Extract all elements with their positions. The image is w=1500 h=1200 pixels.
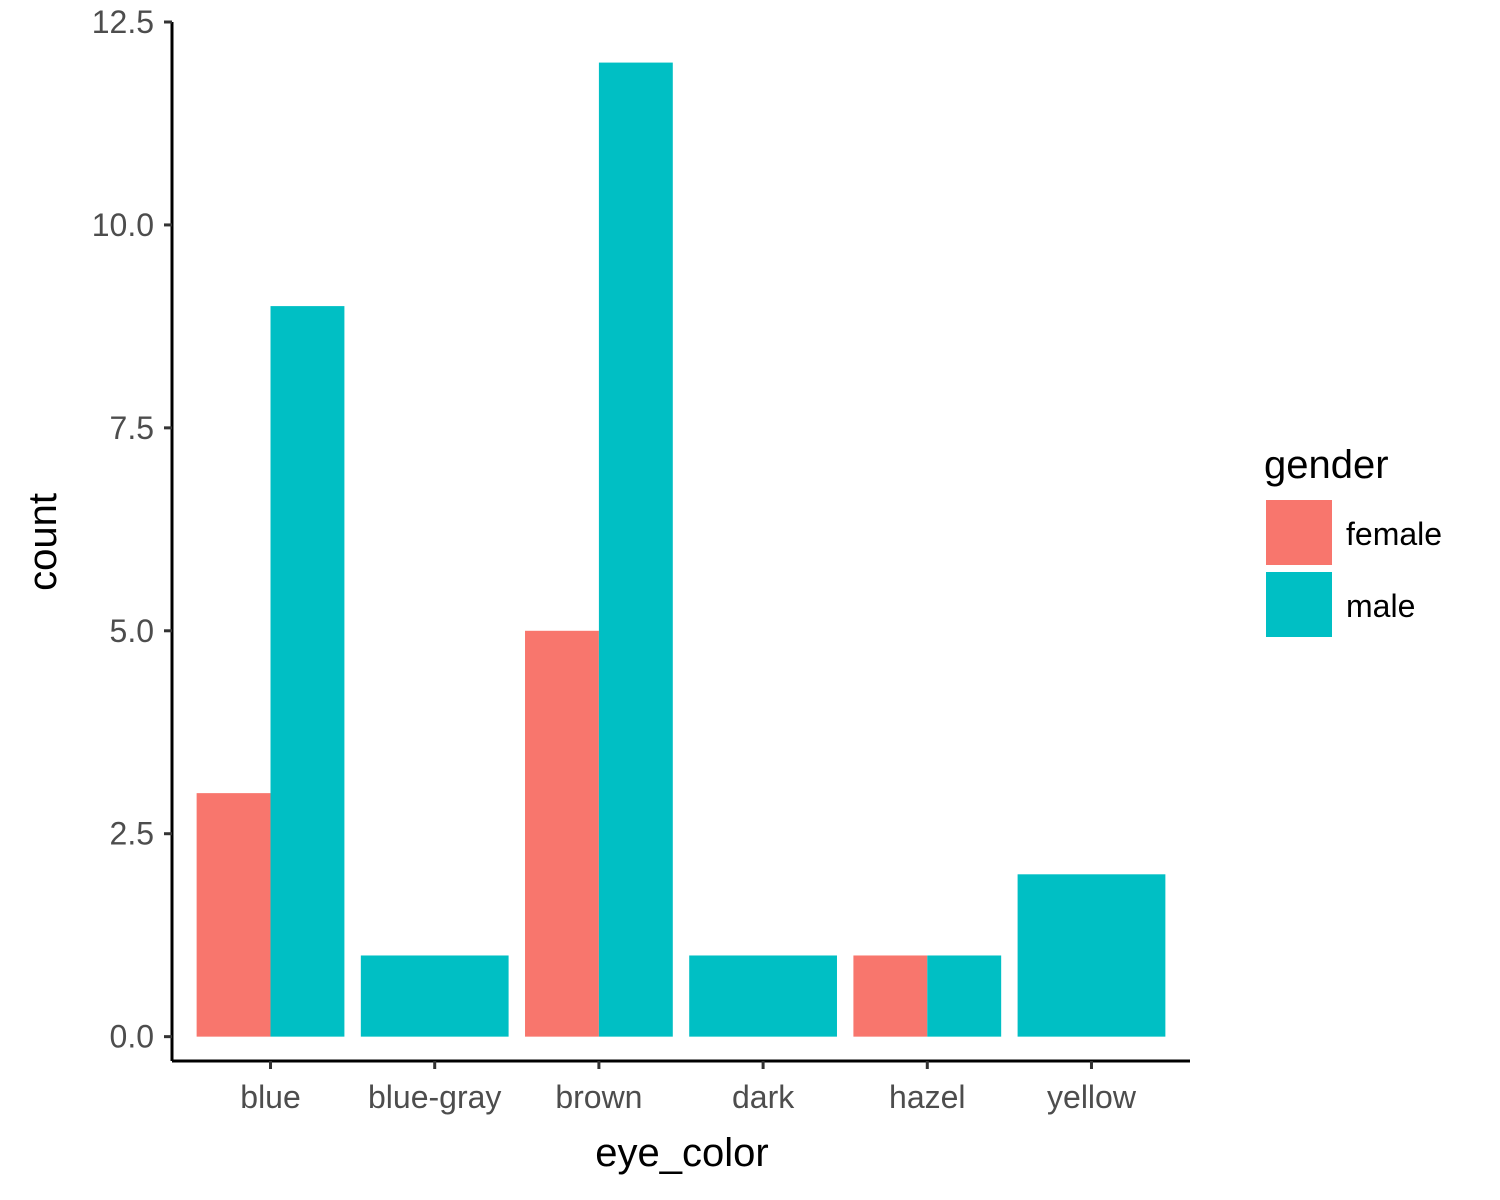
legend-label-female: female xyxy=(1346,516,1442,552)
legend-items: female male xyxy=(1266,500,1442,637)
y-tick-label-5.0: 5.0 xyxy=(110,613,154,649)
bar-male-brown xyxy=(598,62,673,1037)
bar-female-hazel xyxy=(853,955,928,1037)
y-tick-label-12.5: 12.5 xyxy=(92,4,154,40)
legend-title: gender xyxy=(1264,443,1389,487)
legend-key-female xyxy=(1266,500,1332,565)
y-axis-title: count xyxy=(21,493,65,591)
legend-label-male: male xyxy=(1346,588,1415,624)
bar-male-dark xyxy=(689,955,837,1037)
x-tick-label-blue-gray: blue-gray xyxy=(368,1079,501,1115)
x-tick-label-hazel: hazel xyxy=(889,1079,966,1115)
bar-female-blue xyxy=(196,793,271,1037)
bars-layer xyxy=(196,62,1166,1037)
y-tick-label-10.0: 10.0 xyxy=(92,207,154,243)
x-axis-title: eye_color xyxy=(595,1131,768,1175)
x-tick-label-yellow: yellow xyxy=(1047,1079,1137,1115)
x-tick-label-dark: dark xyxy=(732,1079,795,1115)
bar-male-hazel xyxy=(927,955,1002,1037)
legend: gender female male xyxy=(1264,443,1442,637)
bar-male-blue-gray xyxy=(360,955,509,1037)
bar-male-blue xyxy=(270,306,345,1037)
bar-male-yellow xyxy=(1017,874,1166,1037)
x-tick-label-brown: brown xyxy=(555,1079,642,1115)
y-tick-label-0.0: 0.0 xyxy=(110,1019,154,1055)
bar-female-brown xyxy=(525,630,599,1037)
x-tick-label-blue: blue xyxy=(240,1079,301,1115)
legend-key-male xyxy=(1266,572,1332,637)
axes-layer: 0.0 2.5 5.0 7.5 10.0 12.5 blue blue-gray brown da… xyxy=(92,4,1190,1115)
y-tick-label-2.5: 2.5 xyxy=(110,816,154,852)
y-tick-label-7.5: 7.5 xyxy=(110,410,154,446)
